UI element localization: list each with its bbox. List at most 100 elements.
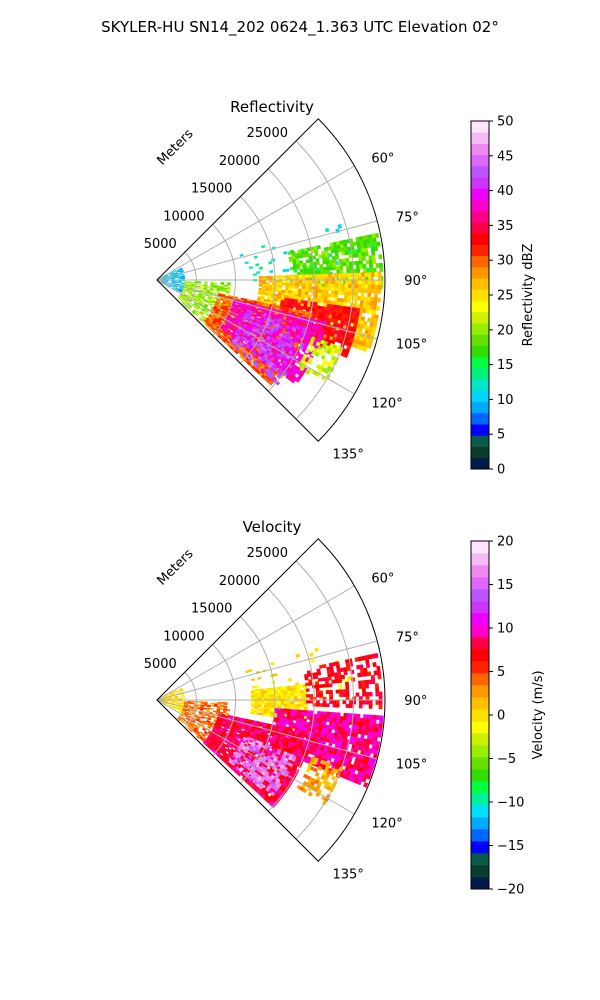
reflectivity-echo-cell xyxy=(338,280,343,285)
reflectivity-echo-cell xyxy=(213,286,218,289)
reflectivity-echo-cell xyxy=(372,267,377,273)
reflectivity-echo-cell xyxy=(354,291,359,297)
reflectivity-echo-cell xyxy=(305,280,309,284)
reflectivity-echo-cell xyxy=(295,285,299,289)
velocity-echo-cell xyxy=(365,663,371,669)
reflectivity-colorbar-tick-label: 30 xyxy=(497,254,514,269)
reflectivity-echo-cell xyxy=(311,289,316,293)
reflectivity-echo-cell xyxy=(275,275,280,279)
velocity-echo-cell xyxy=(369,714,374,720)
velocity-echo-cell xyxy=(333,715,338,720)
velocity-echo-cell xyxy=(255,685,260,689)
velocity-echo-cell xyxy=(197,701,202,703)
reflectivity-echo-cell xyxy=(273,367,278,373)
reflectivity-echo-cell xyxy=(171,277,176,280)
velocity-panel: Velocity Meters 500010000150002000025000… xyxy=(144,518,546,898)
velocity-echo-cell xyxy=(363,714,368,719)
reflectivity-echo-cell xyxy=(322,267,327,271)
velocity-echo-cell xyxy=(303,704,308,708)
velocity-echo-cell xyxy=(377,674,382,680)
reflectivity-echo-cell xyxy=(213,288,218,291)
reflectivity-echo-cell xyxy=(368,259,373,265)
velocity-echo-cell xyxy=(293,717,298,721)
reflectivity-echo-cell xyxy=(358,260,363,266)
reflectivity-echo-cell xyxy=(276,298,282,303)
velocity-echo-cell xyxy=(293,693,298,697)
velocity-echo-cell xyxy=(372,661,377,668)
reflectivity-echo-cell xyxy=(222,289,227,293)
velocity-echo-cell xyxy=(277,689,282,693)
reflectivity-echo-cell xyxy=(319,264,324,269)
reflectivity-echo-cell xyxy=(173,285,178,288)
reflectivity-colorbar-tick-label: 25 xyxy=(497,289,514,304)
reflectivity-echo-cell xyxy=(260,244,266,249)
reflectivity-echo-cell xyxy=(326,270,331,275)
velocity-echo-cell xyxy=(356,713,361,719)
reflectivity-colorbar-segment xyxy=(471,199,489,212)
velocity-echo-cell xyxy=(250,695,255,698)
velocity-echo-cell xyxy=(283,693,288,697)
reflectivity-echo-cell xyxy=(285,324,291,329)
reflectivity-echo-cell xyxy=(243,323,248,328)
velocity-echo-cell xyxy=(306,700,310,704)
velocity-echo-cell xyxy=(329,693,334,698)
velocity-echo-cell xyxy=(287,701,292,705)
velocity-echo-cell xyxy=(263,713,268,717)
reflectivity-echo-cell xyxy=(371,309,377,315)
reflectivity-echo-cell xyxy=(257,350,263,355)
reflectivity-echo-cell xyxy=(367,343,373,349)
velocity-echo-cell xyxy=(347,675,352,681)
reflectivity-echo-cell xyxy=(171,280,176,282)
velocity-echo-cell xyxy=(326,718,331,723)
velocity-echo-cell xyxy=(315,687,320,692)
reflectivity-echo-cell xyxy=(285,268,290,272)
velocity-echo-cell xyxy=(248,668,253,673)
velocity-echo-cell xyxy=(339,716,344,721)
reflectivity-echo-cell xyxy=(241,344,247,349)
velocity-echo-cell xyxy=(358,703,363,709)
velocity-echo-cell xyxy=(267,701,272,704)
reflectivity-echo-cell xyxy=(256,271,261,274)
velocity-echo-cell xyxy=(309,700,314,704)
velocity-echo-cell xyxy=(365,718,371,724)
velocity-echo-cell xyxy=(321,683,326,688)
reflectivity-echo-cell xyxy=(182,301,187,305)
reflectivity-echo-cell xyxy=(332,259,337,264)
reflectivity-echo-cell xyxy=(167,277,172,279)
reflectivity-echo-cell xyxy=(342,261,347,267)
velocity-echo-cell xyxy=(327,676,332,681)
velocity-echo-cell xyxy=(277,691,282,695)
reflectivity-angle-tick-label: 60° xyxy=(371,151,394,166)
reflectivity-echo-cell xyxy=(295,274,300,278)
velocity-echo-cell xyxy=(300,701,305,705)
reflectivity-echo-cell xyxy=(177,281,182,283)
velocity-echo-cell xyxy=(304,676,309,681)
velocity-echo-cell xyxy=(318,684,323,689)
velocity-echo-cell xyxy=(316,671,322,676)
velocity-echo-cell xyxy=(220,701,225,704)
velocity-echo-cell xyxy=(364,683,370,689)
reflectivity-echo-cell xyxy=(343,352,349,359)
velocity-echo-cell xyxy=(187,713,192,716)
reflectivity-echo-cell xyxy=(367,272,372,277)
velocity-echo-cell xyxy=(256,712,261,716)
reflectivity-echo-cell xyxy=(344,273,349,278)
velocity-echo-cell xyxy=(329,700,333,704)
reflectivity-echo-cell xyxy=(306,265,311,269)
velocity-echo-cell xyxy=(337,678,343,684)
reflectivity-echo-cell xyxy=(325,263,331,268)
reflectivity-echo-cell xyxy=(314,289,319,294)
reflectivity-colorbar-segment xyxy=(471,289,489,302)
reflectivity-colorbar-tick-label: 50 xyxy=(497,115,514,130)
velocity-echo-cell xyxy=(372,714,378,720)
reflectivity-angle-tick-label: 135° xyxy=(333,448,364,463)
reflectivity-echo-cell xyxy=(347,272,352,278)
velocity-echo-cell xyxy=(273,673,278,677)
velocity-echo-cell xyxy=(346,666,351,672)
reflectivity-echo-cell xyxy=(347,295,352,300)
velocity-echo-cell xyxy=(300,695,305,699)
velocity-echo-cell xyxy=(308,682,313,686)
reflectivity-echo-cell xyxy=(268,280,273,283)
velocity-echo-cell xyxy=(287,678,292,682)
reflectivity-colorbar-segment xyxy=(471,154,489,167)
